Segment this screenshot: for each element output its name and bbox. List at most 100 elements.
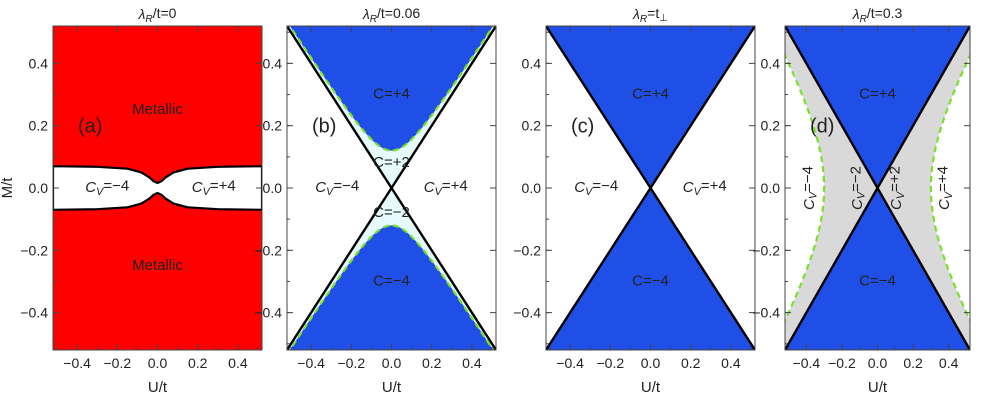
region-label: CV=+4 — [935, 166, 955, 210]
panel-c: −0.4 −0.2 0.0 0.2 0.4 0.4 0.2 0.0 −0.2 −0.4 λR=t⊥ U… — [513, 5, 756, 396]
y-axis-label: M/t — [0, 177, 16, 199]
region-label: C=+4 — [859, 86, 896, 103]
y-tick-label: 0.0 — [522, 180, 542, 196]
y-tick-label: 0.0 — [761, 180, 781, 196]
y-tick-label: −0.2 — [20, 242, 48, 258]
x-tick-label: 0.2 — [681, 355, 701, 371]
plot-area — [785, 26, 970, 350]
y-tick-label: 0.4 — [263, 55, 283, 71]
panel-letter: (a) — [78, 116, 102, 138]
plot-area — [287, 26, 496, 350]
panel-letter: (c) — [571, 116, 594, 138]
x-tick-label: 0.0 — [148, 355, 168, 371]
x-tick-label: −0.4 — [297, 355, 325, 371]
y-tick-label: 0.0 — [29, 180, 49, 196]
region-label: C=−4 — [859, 272, 896, 289]
region-label: CV=−2 — [847, 166, 867, 210]
boundary-line — [546, 26, 755, 350]
y-tick-label: −0.2 — [254, 242, 282, 258]
region-label: C=−2 — [373, 204, 410, 221]
panel-title: λR=t⊥ — [632, 5, 668, 25]
panel-title: λR/t=0.06 — [362, 5, 421, 25]
region-label: C=+2 — [373, 154, 410, 171]
x-tick-label: 0.2 — [188, 355, 208, 371]
region-label: C=+4 — [632, 86, 669, 103]
region-label: CV=+4 — [424, 177, 468, 197]
panel-title: λR/t=0.3 — [852, 5, 903, 25]
y-tick-label: 0.2 — [29, 118, 49, 134]
x-tick-label: −0.2 — [103, 355, 131, 371]
green-dashed-boundary — [929, 53, 970, 323]
x-axis-label: U/t — [868, 379, 888, 396]
x-axis-label: U/t — [382, 379, 402, 396]
y-tick-label: −0.2 — [752, 242, 780, 258]
green-dashed-boundary — [288, 224, 495, 350]
insulating-band — [53, 165, 262, 211]
y-tick-label: −0.4 — [752, 305, 780, 321]
panel-b: −0.4 −0.2 0.0 0.2 0.4 0.4 0.2 0.0 −0.2 −0.4 λR/t=0… — [254, 5, 497, 396]
x-tick-label: 0.0 — [382, 355, 402, 371]
x-tick-label: 0.4 — [228, 355, 248, 371]
x-tick-label: −0.2 — [337, 355, 365, 371]
panel-title: λR/t=0 — [138, 5, 177, 25]
x-tick-label: −0.4 — [556, 355, 584, 371]
x-tick-label: 0.4 — [721, 355, 741, 371]
gray-region-left — [785, 26, 878, 350]
x-tick-label: 0.4 — [462, 355, 482, 371]
region-label: C=−4 — [632, 272, 669, 289]
boundary-line — [785, 26, 970, 350]
y-tick-label: −0.2 — [513, 242, 541, 258]
region-label: CV=−4 — [799, 166, 819, 210]
panel-d: −0.4 −0.2 0.0 0.2 0.4 0.4 0.2 0.0 −0.2 −0.4 λR/t=0… — [752, 5, 971, 396]
blue-region-top — [546, 26, 755, 188]
x-tick-label: 0.0 — [868, 355, 888, 371]
cyan-region-bottom — [287, 188, 496, 350]
blue-region-top — [287, 26, 496, 151]
panel-letter: (d) — [810, 116, 834, 138]
x-tick-label: 0.2 — [422, 355, 442, 371]
green-dashed-boundary — [288, 26, 495, 152]
cyan-region-top — [287, 26, 496, 188]
region-label: CV=−4 — [574, 177, 618, 197]
blue-region-top — [785, 26, 970, 188]
y-tick-label: 0.0 — [263, 180, 283, 196]
gray-region-right — [877, 26, 970, 350]
x-axis-label: U/t — [148, 379, 168, 396]
region-label: Metallic — [132, 257, 183, 274]
green-dashed-boundary — [785, 53, 826, 323]
y-tick-label: −0.4 — [513, 305, 541, 321]
x-tick-label: −0.4 — [63, 355, 91, 371]
boundary-line — [287, 26, 496, 350]
x-tick-label: −0.2 — [828, 355, 856, 371]
y-tick-label: −0.4 — [20, 305, 48, 321]
blue-region-bottom — [287, 225, 496, 350]
region-label: CV=−4 — [85, 177, 129, 197]
blue-region-bottom — [785, 188, 970, 350]
x-tick-label: 0.4 — [939, 355, 959, 371]
plot-area — [546, 26, 755, 350]
panel-a: −0.4 −0.2 0.0 0.2 0.4 0.4 0.2 0.0 −0.2 −0.4 λR/t=0… — [0, 5, 263, 396]
region-label: CV=−4 — [315, 177, 359, 197]
panel-letter: (b) — [312, 116, 336, 138]
y-tick-label: −0.4 — [254, 305, 282, 321]
blue-region-bottom — [546, 188, 755, 350]
x-tick-label: −0.4 — [793, 355, 821, 371]
region-label: C=−4 — [373, 272, 410, 289]
x-tick-label: −0.2 — [596, 355, 624, 371]
region-label: CV=+4 — [683, 177, 727, 197]
plot-area — [53, 26, 262, 350]
y-tick-label: 0.4 — [522, 55, 542, 71]
y-tick-label: 0.2 — [263, 118, 283, 134]
x-axis-label: U/t — [641, 379, 661, 396]
x-tick-label: 0.0 — [641, 355, 661, 371]
region-label: CV=+2 — [887, 166, 907, 210]
y-tick-label: 0.4 — [761, 55, 781, 71]
y-tick-label: 0.2 — [761, 118, 781, 134]
region-label: CV=+4 — [192, 177, 236, 197]
region-label: C=+4 — [373, 86, 410, 103]
x-tick-label: 0.2 — [903, 355, 923, 371]
y-tick-label: 0.2 — [522, 118, 542, 134]
y-tick-label: 0.4 — [29, 55, 49, 71]
region-label: Metallic — [132, 101, 183, 118]
